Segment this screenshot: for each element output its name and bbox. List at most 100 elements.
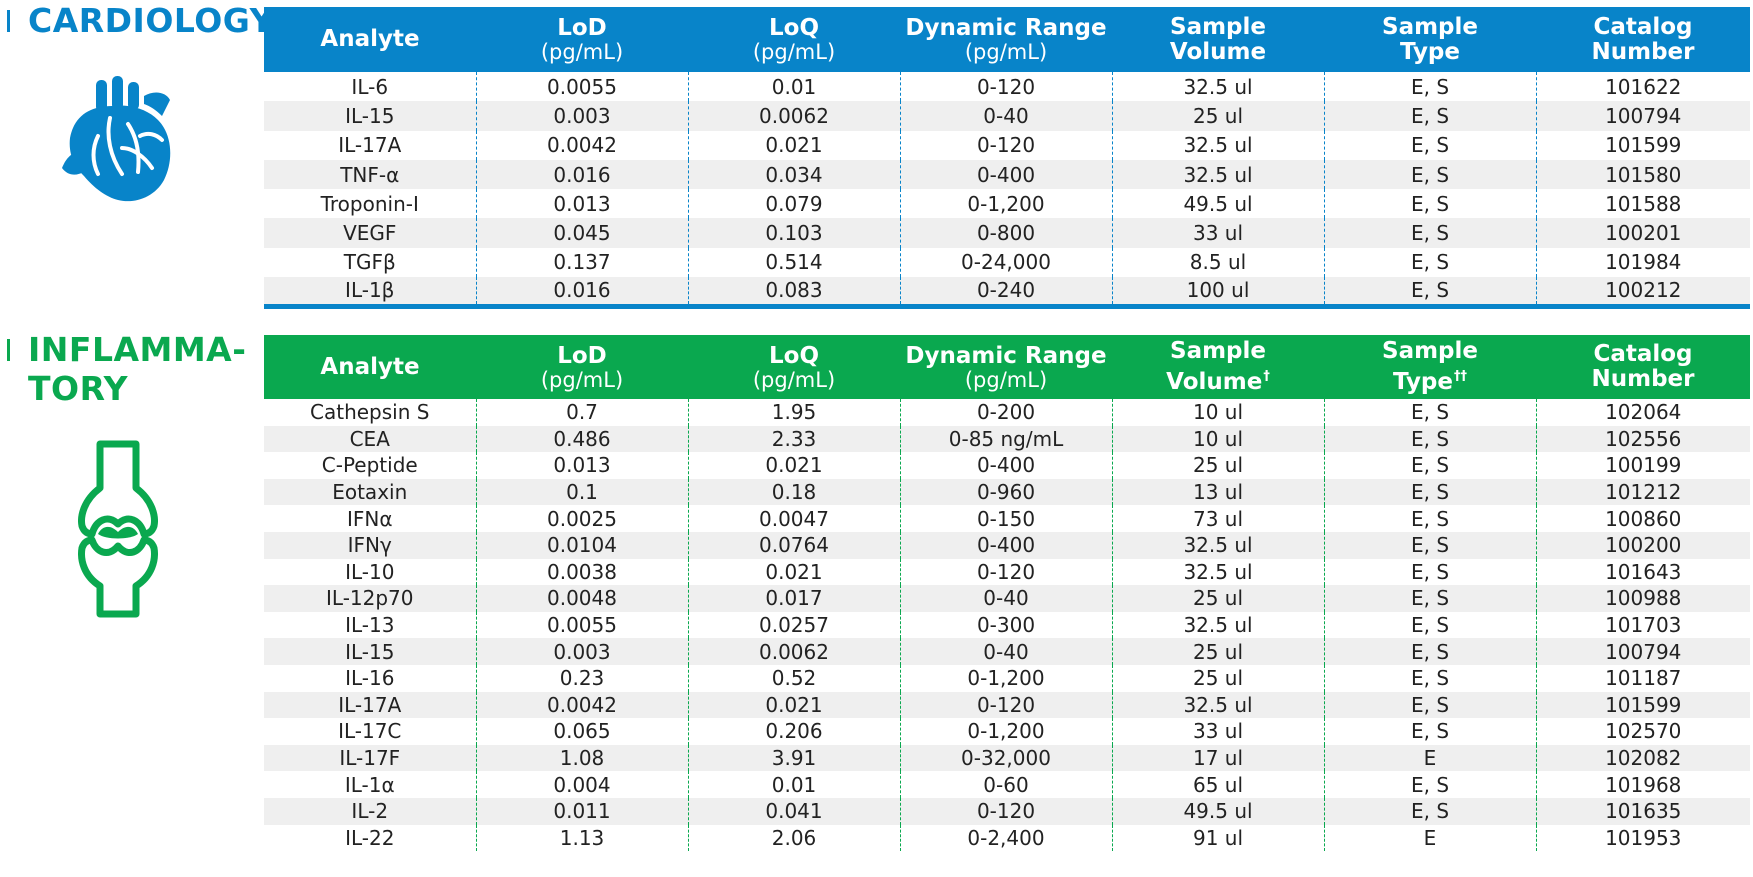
cell-loq: 2.06 — [687, 824, 900, 852]
cell-lod: 0.1 — [475, 478, 688, 506]
header-analyte-title: Analyte — [320, 353, 420, 380]
cell-sample-volume: 32.5 ul — [1111, 691, 1324, 719]
cell-sample-volume: 91 ul — [1111, 824, 1324, 852]
cell-loq: 0.18 — [687, 478, 900, 506]
cell-sample-type: E, S — [1323, 452, 1536, 479]
table-row: IL-22 1.13 2.06 0-2,400 91 ul E 101953 — [264, 824, 1750, 852]
joint-icon — [78, 440, 158, 618]
cell-sample-type: E, S — [1323, 611, 1536, 639]
cell-analyte: IL-22 — [345, 825, 395, 850]
header-sample-type: Sample Type — [1324, 7, 1536, 72]
cell-lod: 0.011 — [475, 797, 688, 825]
header-catalog-number: Catalog Number — [1536, 335, 1750, 399]
cell-sample-volume: 49.5 ul — [1111, 797, 1324, 825]
cell-lod: 0.013 — [475, 189, 688, 219]
cell-dynamic-range: 0-120 — [899, 130, 1112, 160]
cell-catalog-number: 101588 — [1535, 189, 1750, 219]
cell-lod: 0.045 — [475, 218, 688, 248]
cell-dynamic-range: 0-40 — [899, 101, 1112, 131]
cell-analyte: C-Peptide — [321, 453, 418, 478]
cell-catalog-number: 100794 — [1535, 101, 1750, 131]
cell-sample-type: E, S — [1323, 718, 1536, 745]
cell-sample-type: E, S — [1323, 505, 1536, 532]
cell-dynamic-range: 0-60 — [899, 771, 1112, 798]
cell-lod: 0.016 — [475, 159, 688, 190]
cell-sample-volume: 32.5 ul — [1111, 531, 1324, 559]
cell-analyte: Cathepsin S — [310, 400, 430, 425]
cell-sample-type: E, S — [1323, 277, 1536, 307]
header-catalog-number-unit: Number — [1591, 38, 1695, 65]
header-catalog-number-unit: Number — [1591, 366, 1695, 392]
cell-lod: 1.08 — [475, 744, 688, 772]
cell-dynamic-range: 0-120 — [899, 558, 1112, 586]
cell-lod: 0.0104 — [475, 531, 688, 559]
cell-lod: 0.0025 — [475, 505, 688, 532]
cell-dynamic-range: 0-40 — [899, 638, 1112, 665]
cell-analyte: IL-15 — [264, 638, 476, 665]
header-lod-unit: (pg/mL) — [540, 367, 624, 392]
header-dynamic-range: Dynamic Range (pg/mL) — [900, 335, 1112, 399]
cell-lod: 0.7 — [475, 399, 688, 426]
cell-analyte: IL-16 — [345, 666, 395, 691]
header-loq: LoQ (pg/mL) — [688, 7, 900, 72]
cardiology-title-bar — [7, 10, 10, 32]
cell-lod: 0.0042 — [475, 130, 688, 160]
cell-catalog-number: 101187 — [1535, 664, 1750, 692]
cell-lod: 0.013 — [475, 452, 688, 479]
heart-icon — [62, 76, 176, 204]
cell-sample-volume: 10 ul — [1111, 425, 1324, 453]
header-loq-title: LoQ — [768, 342, 819, 369]
table-row: IL-17C 0.065 0.206 0-1,200 33 ul E, S 102570 — [264, 718, 1750, 745]
cell-sample-volume: 25 ul — [1111, 101, 1324, 131]
table-row: IFNα 0.0025 0.0047 0-150 73 ul E, S 100860 — [264, 505, 1750, 532]
cell-analyte: IL-12p70 — [264, 585, 476, 612]
header-loq: LoQ (pg/mL) — [688, 335, 900, 399]
cell-lod: 0.486 — [475, 425, 688, 453]
cell-catalog-number: 100860 — [1535, 505, 1750, 532]
cell-loq: 0.079 — [687, 189, 900, 219]
cell-sample-type: E, S — [1323, 130, 1536, 160]
cell-analyte: IFNγ — [264, 531, 476, 559]
cell-analyte: IL-17C — [338, 719, 402, 744]
cell-catalog-number: 101984 — [1535, 247, 1750, 278]
cell-dynamic-range: 0-400 — [899, 531, 1112, 559]
cell-catalog-number: 101953 — [1535, 824, 1750, 852]
cell-sample-type: E, S — [1323, 664, 1536, 692]
cell-sample-volume: 25 ul — [1111, 664, 1324, 692]
cell-dynamic-range: 0-2,400 — [899, 824, 1112, 852]
cell-loq: 0.0257 — [687, 611, 900, 639]
cell-catalog-number: 101635 — [1535, 797, 1750, 825]
header-lod-title: LoD — [557, 342, 607, 369]
cell-lod: 0.0042 — [475, 691, 688, 719]
cell-sample-type: E, S — [1323, 638, 1536, 665]
inflammatory-table: Analyte LoD (pg/mL) LoQ (pg/mL) Dynamic Ra… — [264, 335, 1750, 852]
cell-sample-type: E, S — [1323, 558, 1536, 586]
cell-loq: 0.021 — [687, 452, 900, 479]
cell-analyte: IL-6 — [351, 74, 389, 99]
cell-catalog-number: 101968 — [1535, 771, 1750, 798]
cell-lod: 0.23 — [475, 664, 688, 692]
header-sample-type: Sample Type†† — [1324, 335, 1536, 399]
cell-sample-type: E, S — [1323, 585, 1536, 612]
cell-catalog-number: 100200 — [1535, 531, 1750, 559]
cell-lod: 0.137 — [475, 247, 688, 278]
header-analyte: Analyte — [264, 335, 476, 399]
cell-dynamic-range: 0-400 — [899, 452, 1112, 479]
header-sample-volume-unit: Volume — [1166, 369, 1263, 395]
table-row: TGFβ 0.137 0.514 0-24,000 8.5 ul E, S 101984 — [264, 247, 1750, 278]
cell-catalog-number: 102064 — [1535, 399, 1750, 426]
header-lod: LoD (pg/mL) — [476, 7, 688, 72]
dagger-footnote-mark: † — [1263, 369, 1270, 384]
cell-loq: 0.041 — [687, 797, 900, 825]
cell-catalog-number: 100794 — [1535, 638, 1750, 665]
header-dynamic-range: Dynamic Range (pg/mL) — [900, 7, 1112, 72]
cell-sample-volume: 17 ul — [1111, 744, 1324, 772]
cell-loq: 0.034 — [687, 159, 900, 190]
cell-lod: 0.016 — [475, 277, 688, 307]
header-analyte: Analyte — [264, 7, 476, 72]
cell-dynamic-range: 0-300 — [899, 611, 1112, 639]
cell-sample-type: E, S — [1323, 531, 1536, 559]
cell-loq: 0.514 — [687, 247, 900, 278]
cell-analyte: TGFβ — [343, 250, 396, 275]
header-dynamic-range-unit: (pg/mL) — [964, 367, 1048, 392]
